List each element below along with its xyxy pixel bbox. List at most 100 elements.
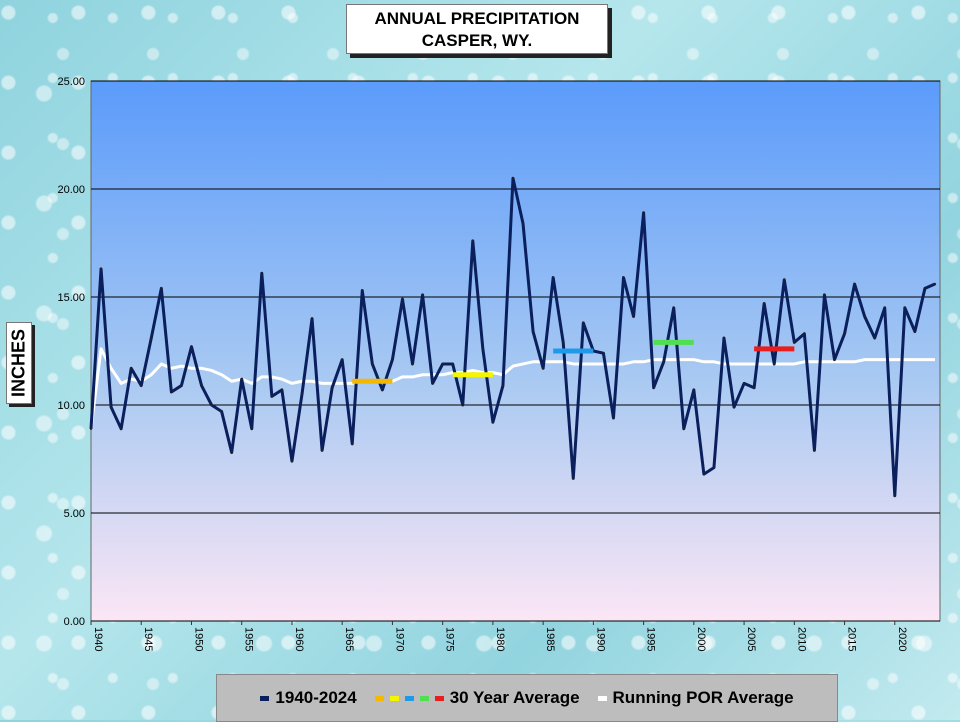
- data-point: [170, 390, 173, 394]
- data-point: [401, 297, 404, 301]
- data-point: [310, 317, 314, 320]
- title-line-1: ANNUAL PRECIPITATION: [374, 9, 580, 28]
- data-point: [521, 222, 525, 225]
- y-tick-label: 5.00: [64, 508, 85, 520]
- data-point: [551, 276, 555, 279]
- data-point: [712, 466, 716, 469]
- legend-swatch-30yr-5: [434, 695, 444, 701]
- title-line-2: CASPER, WY.: [421, 31, 533, 50]
- data-point: [210, 403, 213, 407]
- data-point: [320, 449, 324, 452]
- data-point: [602, 351, 605, 355]
- data-point: [89, 427, 93, 430]
- data-point: [230, 451, 233, 454]
- data-point: [501, 384, 505, 387]
- data-point: [330, 386, 334, 389]
- data-point: [933, 282, 937, 286]
- data-point: [923, 287, 927, 290]
- legend-item-30yr: 30 Year Average: [374, 688, 580, 708]
- data-point: [843, 332, 846, 335]
- data-point: [692, 388, 696, 392]
- y-tick-label: 20.00: [57, 184, 85, 196]
- legend-swatch-30yr-1: [374, 695, 384, 701]
- y-tick-label: 10.00: [57, 400, 85, 412]
- data-point: [612, 416, 615, 420]
- data-point: [371, 362, 374, 366]
- data-point: [270, 395, 274, 398]
- data-point: [160, 287, 163, 290]
- data-point: [431, 382, 434, 385]
- x-tick-label: 1980: [494, 627, 506, 651]
- data-point: [662, 360, 665, 363]
- data-point: [150, 336, 153, 340]
- data-point: [531, 330, 535, 333]
- data-point: [813, 449, 816, 452]
- legend-label-running: Running POR Average: [612, 688, 794, 707]
- x-tick-label: 2010: [795, 627, 807, 651]
- y-axis-label-box: INCHES: [6, 322, 32, 404]
- data-point: [451, 362, 454, 366]
- data-point: [361, 289, 364, 292]
- data-point: [109, 405, 113, 409]
- x-tick-label: 1995: [645, 627, 657, 651]
- data-point: [632, 315, 635, 318]
- data-point: [793, 341, 796, 344]
- data-point: [803, 332, 806, 335]
- legend: 1940-2024 30 Year Average Running POR Av…: [216, 674, 838, 722]
- data-point: [732, 405, 736, 409]
- data-point: [140, 384, 143, 387]
- data-point: [853, 282, 856, 286]
- data-point: [913, 330, 917, 333]
- data-point: [742, 382, 746, 385]
- x-tick-label: 1945: [142, 627, 154, 651]
- data-point: [642, 211, 645, 214]
- x-tick-label: 2000: [695, 627, 707, 651]
- x-tick-label: 1990: [594, 627, 606, 651]
- chart-title: ANNUAL PRECIPITATION CASPER, WY.: [346, 4, 608, 54]
- legend-swatch-observed: [260, 695, 270, 701]
- data-point: [280, 388, 284, 392]
- data-point: [873, 336, 876, 340]
- legend-item-running: Running POR Average: [597, 688, 794, 708]
- data-point: [783, 278, 786, 281]
- x-tick-label: 2020: [896, 627, 908, 651]
- data-point: [622, 276, 625, 279]
- x-tick-label: 1985: [544, 627, 556, 651]
- data-point: [220, 410, 223, 413]
- x-tick-label: 2005: [745, 627, 757, 651]
- data-point: [290, 459, 294, 463]
- data-point: [722, 336, 726, 340]
- data-point: [471, 239, 474, 243]
- x-tick-label: 1965: [343, 627, 355, 651]
- data-point: [682, 427, 685, 430]
- legend-swatch-30yr-2: [389, 695, 399, 701]
- data-point: [773, 362, 776, 366]
- x-tick-label: 1975: [444, 627, 456, 651]
- data-point: [491, 421, 495, 424]
- data-point: [572, 477, 575, 480]
- x-tick-label: 1955: [243, 627, 255, 651]
- data-point: [240, 377, 243, 381]
- data-point: [260, 272, 264, 275]
- plot-area: [90, 80, 941, 622]
- legend-swatch-running: [597, 695, 607, 701]
- legend-label-observed: 1940-2024: [275, 688, 357, 707]
- data-point: [381, 388, 384, 392]
- data-point: [582, 321, 585, 325]
- data-point: [672, 306, 675, 309]
- data-point: [441, 362, 444, 366]
- y-tick-label: 15.00: [57, 292, 85, 304]
- data-point: [863, 315, 866, 318]
- data-point: [652, 386, 655, 389]
- data-point: [511, 177, 515, 180]
- data-point: [702, 472, 706, 476]
- data-point: [562, 341, 565, 344]
- data-point: [762, 302, 766, 305]
- y-tick-label: 0.00: [64, 616, 85, 628]
- data-point: [481, 347, 485, 351]
- data-point: [541, 367, 545, 370]
- data-point: [411, 362, 414, 366]
- data-point: [340, 358, 344, 361]
- data-point: [99, 267, 103, 271]
